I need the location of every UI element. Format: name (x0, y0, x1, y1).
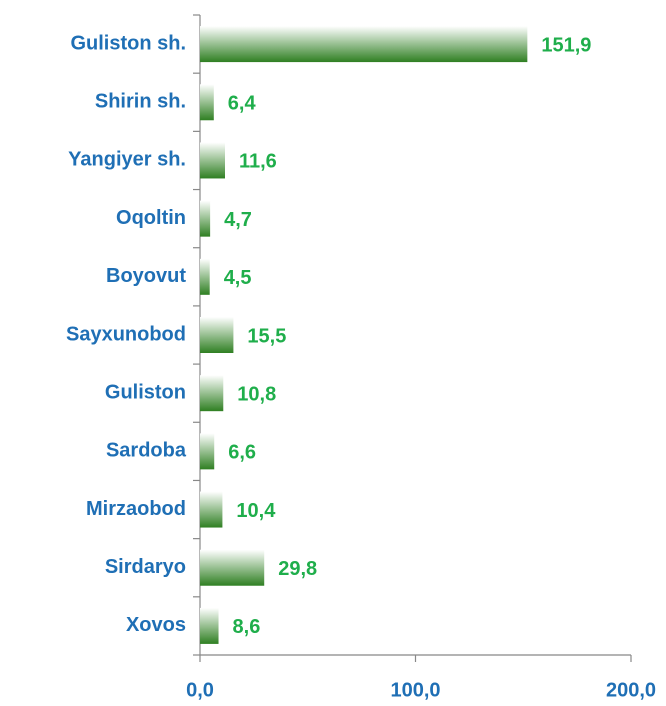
bar (200, 491, 223, 528)
x-tick-label: 200,0 (606, 679, 656, 701)
category-label: Sirdaryo (105, 556, 186, 578)
value-label: 6,4 (228, 93, 257, 115)
x-tick-label: 0,0 (186, 679, 214, 701)
value-label: 151,9 (541, 34, 591, 56)
category-label: Mirzaobod (86, 498, 186, 520)
bar (200, 258, 210, 295)
category-label: Boyovut (106, 265, 186, 287)
category-label: Xovos (126, 614, 186, 636)
value-label: 8,6 (233, 616, 261, 638)
bar (200, 317, 234, 353)
category-label: Oqoltin (116, 207, 186, 229)
x-tick-label: 100,0 (390, 679, 440, 701)
category-label: Sardoba (106, 440, 187, 462)
category-label: Yangiyer sh. (68, 149, 186, 171)
value-label: 29,8 (278, 558, 317, 580)
bar (200, 142, 225, 179)
value-label: 10,4 (236, 500, 276, 522)
category-label: Guliston (105, 381, 186, 403)
bar (200, 26, 528, 63)
category-label: Sayxunobod (66, 323, 186, 345)
bar (200, 84, 214, 121)
value-label: 10,8 (237, 383, 276, 405)
category-label: Shirin sh. (95, 91, 186, 113)
bar (200, 200, 211, 237)
value-label: 6,6 (228, 442, 256, 464)
value-label: 15,5 (247, 325, 286, 347)
value-label: 4,5 (224, 267, 252, 289)
category-label: Guliston sh. (70, 32, 186, 54)
value-label: 4,7 (224, 209, 252, 231)
bar (200, 607, 219, 644)
bar (200, 433, 215, 470)
bar (200, 549, 265, 586)
bar (200, 375, 224, 412)
value-label: 11,6 (239, 151, 277, 173)
